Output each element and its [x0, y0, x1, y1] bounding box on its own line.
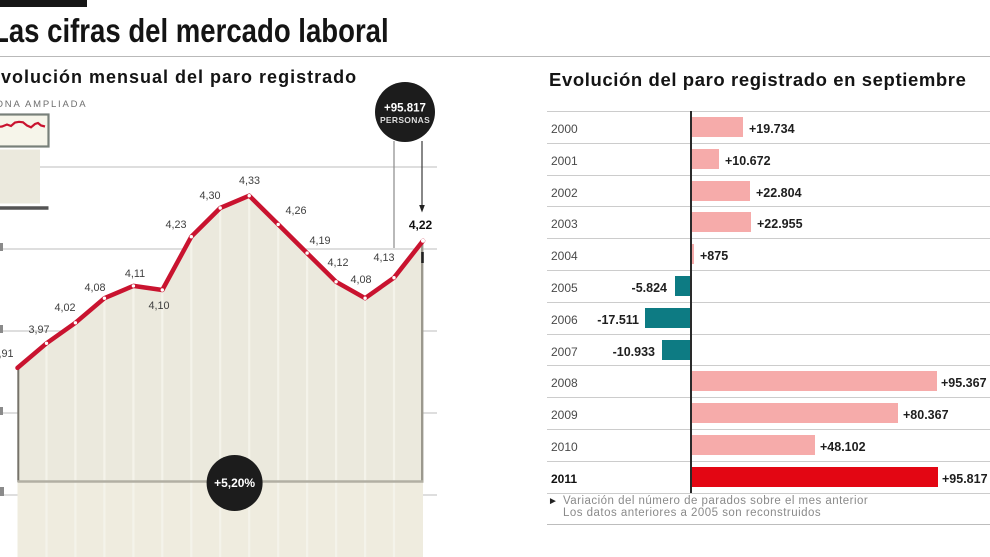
svg-text:4,26: 4,26 [285, 205, 306, 217]
svg-text:PERSONAS: PERSONAS [380, 115, 430, 125]
svg-text:4,30: 4,30 [199, 190, 220, 202]
svg-text:ZONA AMPLIADA: ZONA AMPLIADA [0, 99, 87, 110]
svg-text:4,08: 4,08 [84, 282, 105, 294]
svg-text:4,13: 4,13 [373, 252, 394, 264]
svg-text:4,11: 4,11 [125, 268, 145, 280]
svg-text:4,10: 4,10 [148, 300, 169, 312]
svg-text:+5,20%: +5,20% [214, 476, 255, 490]
svg-text:+95.817: +95.817 [384, 103, 426, 115]
svg-text:3,91: 3,91 [0, 348, 14, 360]
svg-text:4,23: 4,23 [165, 219, 186, 231]
svg-text:4,02: 4,02 [54, 302, 75, 314]
svg-text:4,19: 4,19 [309, 235, 330, 247]
svg-text:4,33: 4,33 [239, 175, 260, 187]
svg-text:4,12: 4,12 [327, 257, 348, 269]
svg-text:4,08: 4,08 [350, 274, 371, 286]
svg-text:3,97: 3,97 [28, 324, 49, 336]
svg-text:4,22: 4,22 [409, 218, 433, 232]
